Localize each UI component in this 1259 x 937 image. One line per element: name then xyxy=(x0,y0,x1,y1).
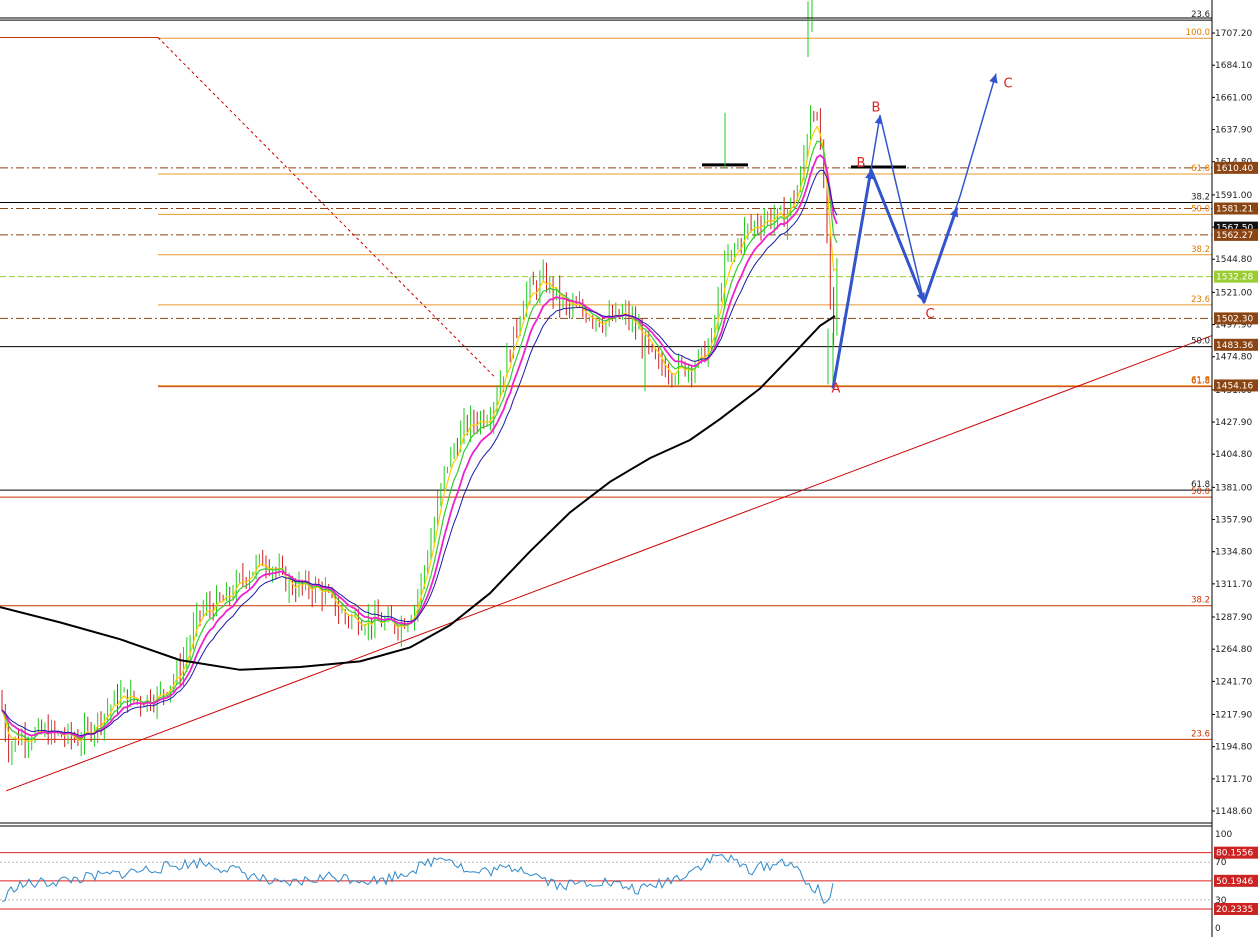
wave-label-a: A xyxy=(832,382,841,397)
price-tick-label: 1427.90 xyxy=(1215,418,1252,428)
fib-red-label: 38.2 xyxy=(1191,596,1210,606)
price-badge xyxy=(1214,338,1258,351)
ma-200 xyxy=(0,315,836,671)
arrow-head xyxy=(916,292,925,303)
arrow-head xyxy=(989,73,998,84)
fib-red-label: 50.0 xyxy=(1191,487,1210,497)
ema-green xyxy=(1,140,838,740)
fib-anchor-diagonal xyxy=(157,37,496,378)
wave-label-b: B xyxy=(872,100,881,115)
price-badge-label: 1562.27 xyxy=(1216,231,1253,241)
fib-large-label: 23.6 xyxy=(1191,10,1210,20)
price-badge-label: 1454.16 xyxy=(1216,381,1253,391)
price-tick-label: 1381.00 xyxy=(1215,483,1252,493)
price-tick-label: 1707.20 xyxy=(1215,29,1252,39)
price-badge-label: 1483.36 xyxy=(1216,341,1253,351)
fib-orange-label: 50.0 xyxy=(1191,204,1210,214)
price-tick-label: 1591.00 xyxy=(1215,191,1252,201)
rsi-badge xyxy=(1214,846,1258,859)
price-badge xyxy=(1214,228,1258,241)
wave-projection: A B B C C xyxy=(831,73,1013,397)
price-tick-label: 1357.90 xyxy=(1215,516,1252,526)
price-tick-label: 1404.80 xyxy=(1215,450,1252,460)
price-tick-label: 1311.70 xyxy=(1215,580,1252,590)
price-badge-label: 1567.50 xyxy=(1216,224,1253,234)
fib-orange-label: 38.2 xyxy=(1191,245,1210,255)
fib-orange-label: 61.8 xyxy=(1191,376,1210,386)
price-tick-label: 1241.70 xyxy=(1215,677,1252,687)
price-tick-label: 1637.90 xyxy=(1215,126,1252,136)
ema-blue xyxy=(1,169,838,737)
price-badge xyxy=(1214,270,1258,283)
price-badge xyxy=(1214,202,1258,215)
rsi-badge-label: 20.2335 xyxy=(1216,905,1253,915)
arrow-head xyxy=(865,169,874,180)
fib-orange-label: 61.8 xyxy=(1191,164,1210,174)
price-tick-label: 1217.90 xyxy=(1215,711,1252,721)
price-tick-label: 1194.80 xyxy=(1215,743,1252,753)
level-labels: 23.638.250.061.850.038.223.661.8100.061.… xyxy=(1186,10,1210,739)
price-badge-label: 1610.40 xyxy=(1216,164,1253,174)
rsi-badge xyxy=(1214,902,1258,915)
price-badge xyxy=(1214,312,1258,325)
price-tick-label: 1497.90 xyxy=(1215,321,1252,331)
price-tick-label: 1474.80 xyxy=(1215,353,1252,363)
fib-orange-label: 100.0 xyxy=(1186,28,1210,38)
price-levels xyxy=(0,19,1212,740)
fib-large-label: 50.0 xyxy=(1191,337,1210,347)
moving-averages xyxy=(0,125,838,743)
price-tick-label: 1684.10 xyxy=(1215,61,1252,71)
price-badge xyxy=(1214,379,1258,392)
rsi-tick-label: 100 xyxy=(1215,830,1232,840)
rsi-tick-label: 0 xyxy=(1215,924,1221,934)
rsi-badge-label: 50.1946 xyxy=(1216,877,1253,887)
price-tick-label: 1264.80 xyxy=(1215,645,1252,655)
wave-label-c: C xyxy=(1003,77,1012,92)
wave-label-c: C xyxy=(925,307,934,322)
price-tick-label: 1171.70 xyxy=(1215,775,1252,785)
price-tick-label: 1334.80 xyxy=(1215,548,1252,558)
fib-large-label: 61.8 xyxy=(1191,480,1210,490)
ema-pink xyxy=(1,154,838,739)
price-badge xyxy=(1214,161,1258,174)
wave-label-b: B xyxy=(857,156,866,171)
price-badge-label: 1581.21 xyxy=(1216,205,1253,215)
price-badge-label: 1532.28 xyxy=(1216,273,1253,283)
fib-red-label: 61.8 xyxy=(1191,377,1210,387)
arrow-head xyxy=(874,115,883,125)
rsi-line xyxy=(1,853,834,905)
price-tick-label: 1661.00 xyxy=(1215,93,1252,103)
fib-orange-label: 23.6 xyxy=(1191,295,1210,305)
rsi-tick-label: 30 xyxy=(1215,896,1227,906)
rsi-badge-label: 80.1556 xyxy=(1216,849,1253,859)
price-tick-label: 1521.00 xyxy=(1215,288,1252,298)
price-tick-label: 1544.80 xyxy=(1215,255,1252,265)
arrow-head xyxy=(949,207,959,218)
fib-red-label: 23.6 xyxy=(1191,729,1210,739)
rsi-badge xyxy=(1214,874,1258,887)
price-tick-label: 1287.90 xyxy=(1215,613,1252,623)
rsi-panel: 80.1556 50.1946 20.2335 100 70 30 0 xyxy=(0,825,1258,934)
uptrend-line xyxy=(5,335,1213,792)
price-badge-label: 1502.30 xyxy=(1216,314,1253,324)
price-tick-label: 1148.60 xyxy=(1215,807,1252,817)
rsi-tick-label: 70 xyxy=(1215,858,1227,868)
fib-large-label: 38.2 xyxy=(1191,193,1210,203)
